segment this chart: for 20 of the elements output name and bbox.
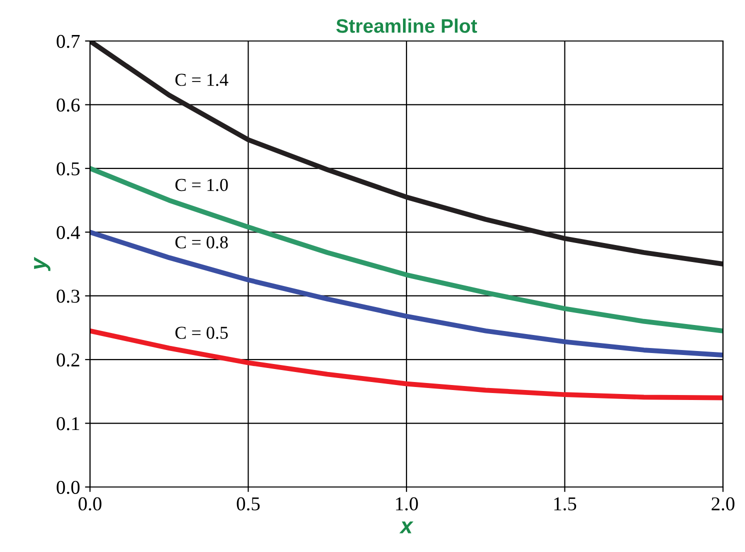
series-label: C = 1.4 xyxy=(175,74,228,86)
x-axis-title: x xyxy=(399,522,414,534)
x-tick-label: 1.5 xyxy=(554,497,576,510)
y-tick-label: 0.7 xyxy=(56,34,80,48)
x-tick-label: 0.0 xyxy=(78,497,102,510)
x-tick-label: 1.0 xyxy=(396,497,418,510)
y-tick-label: 0.5 xyxy=(56,162,80,176)
series-label: C = 0.5 xyxy=(175,326,228,339)
x-tick-label: 0.5 xyxy=(236,497,260,510)
y-tick-label: 0.2 xyxy=(56,353,80,367)
y-tick-label: 0.3 xyxy=(56,290,80,303)
y-tick-label: 0.6 xyxy=(56,98,80,112)
y-tick-label: 0.1 xyxy=(56,417,80,430)
series-label: C = 0.8 xyxy=(175,236,228,248)
x-tick-label: 2.0 xyxy=(712,497,734,510)
chart-title: Streamline Plot xyxy=(336,18,478,33)
y-tick-label: 0.0 xyxy=(56,480,80,494)
y-tick-label: 0.4 xyxy=(56,226,80,240)
series-label: C = 1.0 xyxy=(175,178,228,192)
y-axis-title: y xyxy=(34,256,50,272)
